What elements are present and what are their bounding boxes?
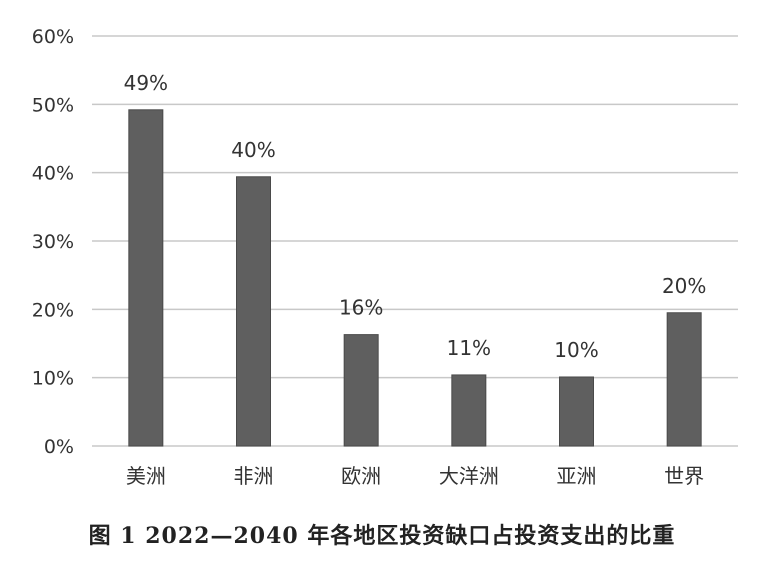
data-labels: 49% 40% 16% 11% 10% 20% [124,71,707,362]
x-category-label: 大洋洲 [439,464,499,488]
gridlines [92,35,738,447]
bar [236,176,271,447]
data-label: 20% [662,274,706,298]
bar [451,374,487,447]
y-tick-label: 0% [44,436,74,458]
y-axis-ticks: 0% 10% 20% 30% 40% 50% 60% [32,26,74,458]
x-category-label: 欧洲 [341,464,381,488]
x-axis-categories: 美洲 非洲 欧洲 大洋洲 亚洲 世界 [126,464,704,488]
data-label: 49% [124,71,168,95]
y-tick-label: 40% [32,163,74,185]
data-label: 10% [554,338,598,362]
x-category-label: 非洲 [234,464,274,488]
x-category-label: 美洲 [126,464,166,488]
data-label: 40% [231,138,275,162]
y-tick-label: 60% [32,26,74,48]
data-label: 16% [339,296,383,320]
data-label: 11% [447,336,491,360]
bars [128,109,702,447]
figure-caption: 图 1 2022—2040 年各地区投资缺口占投资支出的比重 [88,523,676,549]
y-tick-label: 20% [32,299,74,321]
x-category-label: 亚洲 [557,464,597,488]
bar [128,109,164,447]
x-category-label: 世界 [664,464,704,488]
y-tick-label: 30% [32,231,74,253]
y-tick-label: 50% [32,94,74,116]
y-tick-label: 10% [32,368,74,390]
bar [343,334,379,447]
bar [666,312,702,447]
bar [559,376,594,447]
